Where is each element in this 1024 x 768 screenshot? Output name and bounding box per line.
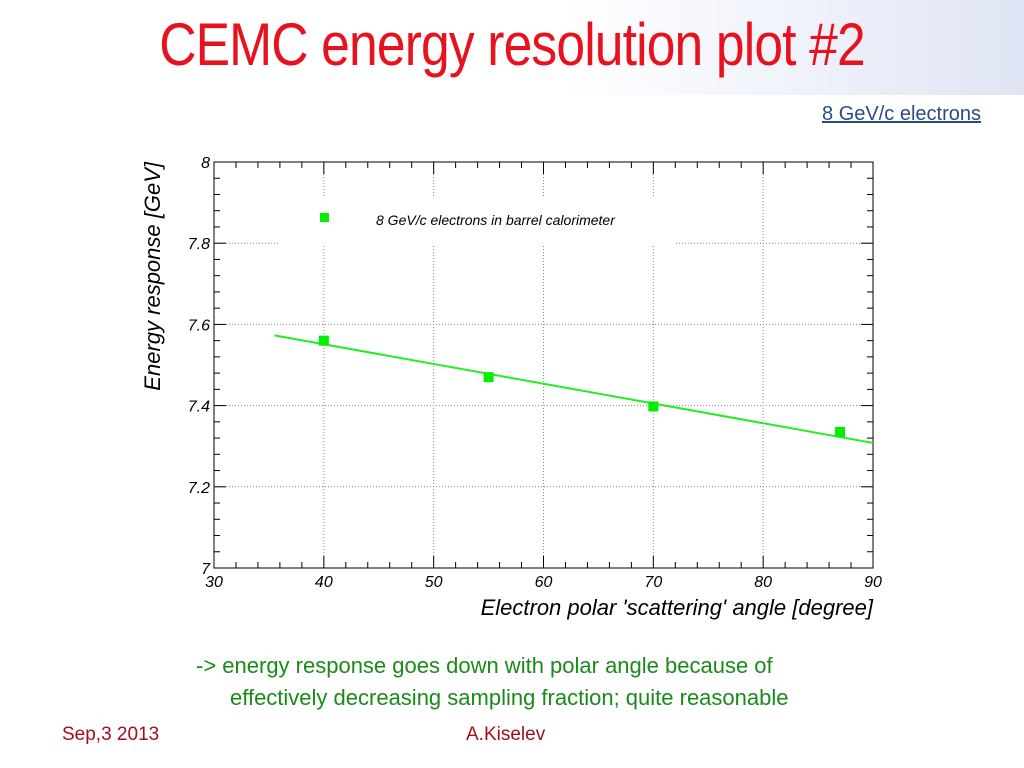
- x-tick-label: 40: [315, 574, 333, 591]
- tick-labels: 30 40 50 60 70 80 90 7 7.2 7.4 7.6 7.8 8: [188, 155, 882, 591]
- x-tick-label: 90: [864, 574, 882, 591]
- x-tick-label: 30: [205, 574, 223, 591]
- data-point: [835, 426, 846, 437]
- y-tick-label: 7.2: [188, 480, 210, 497]
- legend-marker: [320, 213, 329, 222]
- data-point: [483, 372, 494, 383]
- legend-background: [280, 196, 675, 244]
- y-tick-label: 7: [201, 561, 211, 578]
- x-tick-label: 50: [425, 574, 443, 591]
- note-text: -> energy response goes down with polar …: [196, 650, 788, 714]
- footer-author: A.Kiselev: [466, 724, 546, 745]
- y-tick-label: 7.6: [188, 317, 210, 334]
- x-axis-title: Electron polar 'scattering' angle [degre…: [481, 595, 874, 620]
- page-title: CEMC energy resolution plot #2: [159, 11, 865, 78]
- y-tick-label: 8: [201, 155, 210, 172]
- data-points: [318, 335, 846, 437]
- grid: [214, 162, 873, 568]
- legend-label: 8 GeV/c electrons in barrel calorimeter: [376, 212, 616, 228]
- x-tick-label: 70: [644, 574, 662, 591]
- note-line-1: -> energy response goes down with polar …: [196, 653, 773, 678]
- electrons-link[interactable]: 8 GeV/c electrons: [822, 103, 981, 125]
- data-point: [318, 335, 329, 346]
- y-tick-label: 7.8: [188, 236, 210, 253]
- y-axis-title: Energy response [GeV]: [140, 161, 165, 391]
- axis-ticks: [213, 161, 874, 569]
- legend: 8 GeV/c electrons in barrel calorimeter: [280, 196, 675, 244]
- title-band: [0, 0, 1024, 95]
- y-tick-label: 7.4: [188, 399, 210, 416]
- fit-line: [274, 334, 874, 444]
- x-tick-label: 60: [535, 574, 553, 591]
- data-point: [648, 401, 659, 412]
- note-line-2: effectively decreasing sampling fraction…: [230, 685, 789, 710]
- x-tick-label: 80: [754, 574, 772, 591]
- footer-date: Sep,3 2013: [62, 724, 160, 745]
